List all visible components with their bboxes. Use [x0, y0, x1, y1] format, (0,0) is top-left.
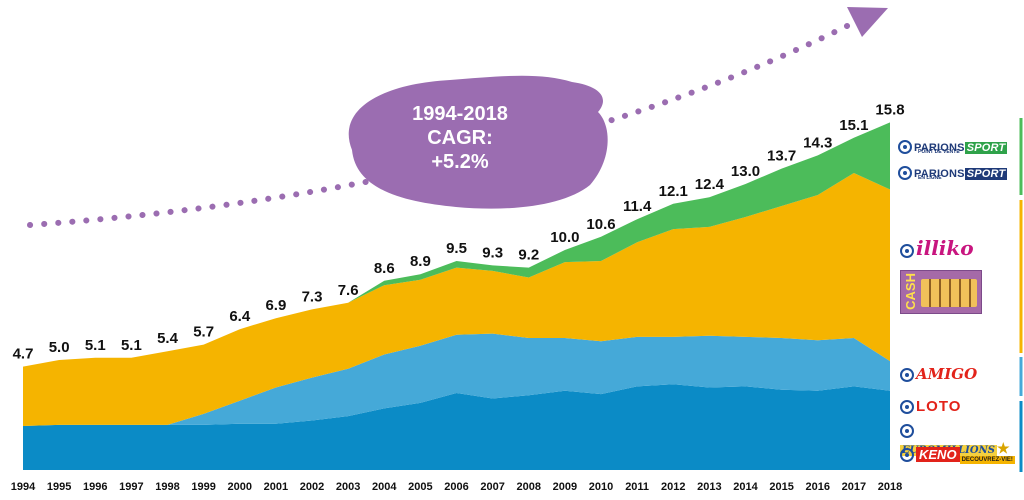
cagr-line-2: CAGR: — [427, 127, 493, 149]
total-label-2018: 15.8 — [875, 101, 904, 118]
area-series-2 — [23, 333, 890, 426]
x-tick-2015: 2015 — [769, 481, 793, 493]
x-tick-2007: 2007 — [480, 481, 504, 493]
trend-dotted-line — [27, 19, 858, 228]
total-label-1995: 5.0 — [49, 339, 70, 356]
fdj-clover-icon — [898, 139, 912, 154]
x-tick-2017: 2017 — [842, 481, 866, 493]
x-axis-ticks: 1994 1995 1996 1997 1998 1999 2000 2001 2002 2003… — [11, 481, 902, 493]
trend-arrow-head — [847, 7, 888, 37]
total-label-2012: 12.1 — [659, 183, 688, 200]
cagr-annotation: 1994-2018 CAGR: +5.2% — [348, 75, 608, 209]
x-tick-1996: 1996 — [83, 481, 107, 493]
keno-logo: KENO DECOUVREZ-VIE! — [900, 446, 1015, 468]
x-tick-2004: 2004 — [372, 481, 397, 493]
sport-text: SPORT — [964, 142, 1008, 154]
total-label-2016: 14.3 — [803, 134, 832, 151]
fdj-clover-icon — [898, 165, 912, 180]
x-tick-2011: 2011 — [625, 481, 649, 493]
total-value-labels: 4.7 5.0 5.1 5.1 5.4 5.7 6.4 6.9 7.3 7.6 8.6 8.9 9.5 9… — [13, 101, 905, 362]
total-label-2017: 15.1 — [839, 117, 868, 134]
total-label-2014: 13.0 — [731, 163, 760, 180]
cagr-line-3: +5.2% — [431, 151, 488, 173]
total-label-2008: 9.2 — [518, 247, 539, 264]
keno-sub-text: DECOUVREZ-VIE! — [959, 456, 1015, 464]
cash-ticket-logo: CASH — [900, 270, 982, 314]
cash-text: CASH — [903, 273, 918, 310]
parions-sport-online-logo: PARIONS SPORT EN LIGNE — [898, 164, 1020, 182]
fdj-clover-icon — [900, 423, 914, 438]
parions-text: PARIONS — [914, 168, 965, 180]
fdj-clover-icon — [900, 367, 914, 382]
x-tick-2013: 2013 — [697, 481, 721, 493]
total-label-2001: 6.9 — [265, 297, 286, 314]
x-tick-2008: 2008 — [517, 481, 541, 493]
x-tick-1998: 1998 — [155, 481, 179, 493]
x-tick-2000: 2000 — [228, 481, 252, 493]
amigo-text: AMIGO — [916, 365, 978, 383]
keno-text: KENO — [916, 447, 960, 462]
total-label-2013: 12.4 — [695, 176, 725, 193]
area-series-1 — [23, 384, 890, 470]
total-label-2000: 6.4 — [229, 308, 251, 325]
x-tick-2001: 2001 — [264, 481, 288, 493]
amigo-logo: AMIGO — [900, 365, 977, 385]
parions-text: PARIONS — [914, 142, 965, 154]
fdj-clover-icon — [900, 243, 914, 258]
illiko-logo: illiko — [900, 236, 974, 260]
x-tick-2012: 2012 — [661, 481, 685, 493]
loto-text: LOTO — [916, 398, 962, 415]
total-label-2009: 10.0 — [550, 229, 579, 246]
x-tick-2002: 2002 — [300, 481, 324, 493]
total-label-2002: 7.3 — [302, 288, 323, 305]
illiko-text: illiko — [916, 236, 974, 260]
total-label-1997: 5.1 — [121, 337, 142, 354]
total-label-2011: 11.4 — [623, 198, 652, 215]
parions-sport-retail-sub: POINT DE VENTE — [918, 149, 960, 155]
parions-sport-retail-logo: PARIONS SPORT POINT DE VENTE — [898, 138, 1020, 156]
area-series-3 — [23, 173, 890, 426]
total-label-1996: 5.1 — [85, 337, 106, 354]
x-tick-2010: 2010 — [589, 481, 613, 493]
fdj-clover-icon — [900, 399, 914, 414]
total-label-2005: 8.9 — [410, 253, 431, 270]
scratch-grid — [921, 279, 977, 307]
x-tick-1994: 1994 — [11, 481, 36, 493]
x-tick-2016: 2016 — [806, 481, 830, 493]
total-label-2006: 9.5 — [446, 240, 467, 257]
x-tick-2018: 2018 — [878, 481, 902, 493]
cagr-bubble — [348, 75, 608, 209]
cagr-line-1: 1994-2018 — [412, 103, 508, 125]
total-label-2010: 10.6 — [586, 216, 615, 233]
total-label-2015: 13.7 — [767, 148, 796, 165]
x-tick-2005: 2005 — [408, 481, 432, 493]
euromillions-logo: EUROMILLIONS★ — [900, 422, 1024, 456]
total-label-2007: 9.3 — [482, 244, 503, 261]
fdj-clover-icon — [900, 447, 914, 462]
total-label-1998: 5.4 — [157, 330, 179, 347]
sport-text: SPORT — [964, 168, 1008, 180]
star-icon: ★ — [996, 440, 1010, 456]
x-tick-2006: 2006 — [444, 481, 468, 493]
total-label-1999: 5.7 — [193, 324, 214, 341]
x-tick-2009: 2009 — [553, 481, 577, 493]
x-tick-2014: 2014 — [733, 481, 758, 493]
x-tick-1999: 1999 — [191, 481, 215, 493]
x-tick-2003: 2003 — [336, 481, 360, 493]
x-tick-1995: 1995 — [47, 481, 71, 493]
parions-sport-online-sub: EN LIGNE — [918, 175, 942, 181]
total-label-2004: 8.6 — [374, 260, 395, 277]
total-label-2003: 7.6 — [338, 282, 359, 299]
total-label-1994: 4.7 — [13, 346, 34, 363]
area-layers — [23, 122, 890, 470]
loto-logo: LOTO — [900, 398, 961, 418]
growth-trend-arrow — [27, 7, 888, 228]
x-tick-1997: 1997 — [119, 481, 143, 493]
